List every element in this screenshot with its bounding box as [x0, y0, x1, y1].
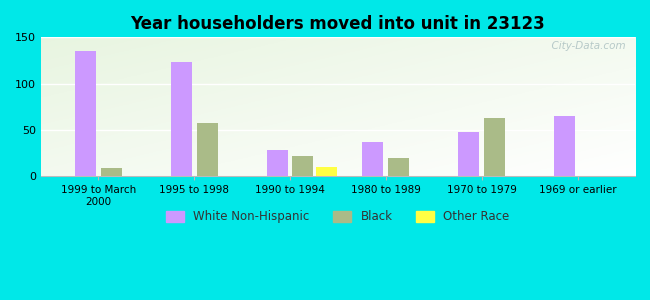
Bar — [554, 116, 575, 176]
Bar — [266, 150, 287, 176]
Bar — [292, 157, 313, 176]
Bar — [458, 131, 479, 176]
Bar — [388, 158, 410, 176]
Bar — [196, 123, 218, 176]
Bar — [101, 168, 122, 176]
Bar — [362, 142, 383, 176]
Bar — [75, 51, 96, 176]
Legend: White Non-Hispanic, Black, Other Race: White Non-Hispanic, Black, Other Race — [162, 206, 514, 228]
Text: City-Data.com: City-Data.com — [545, 41, 626, 52]
Title: Year householders moved into unit in 23123: Year householders moved into unit in 231… — [131, 15, 545, 33]
Bar — [484, 118, 505, 176]
Bar — [317, 167, 337, 176]
Bar — [171, 62, 192, 176]
